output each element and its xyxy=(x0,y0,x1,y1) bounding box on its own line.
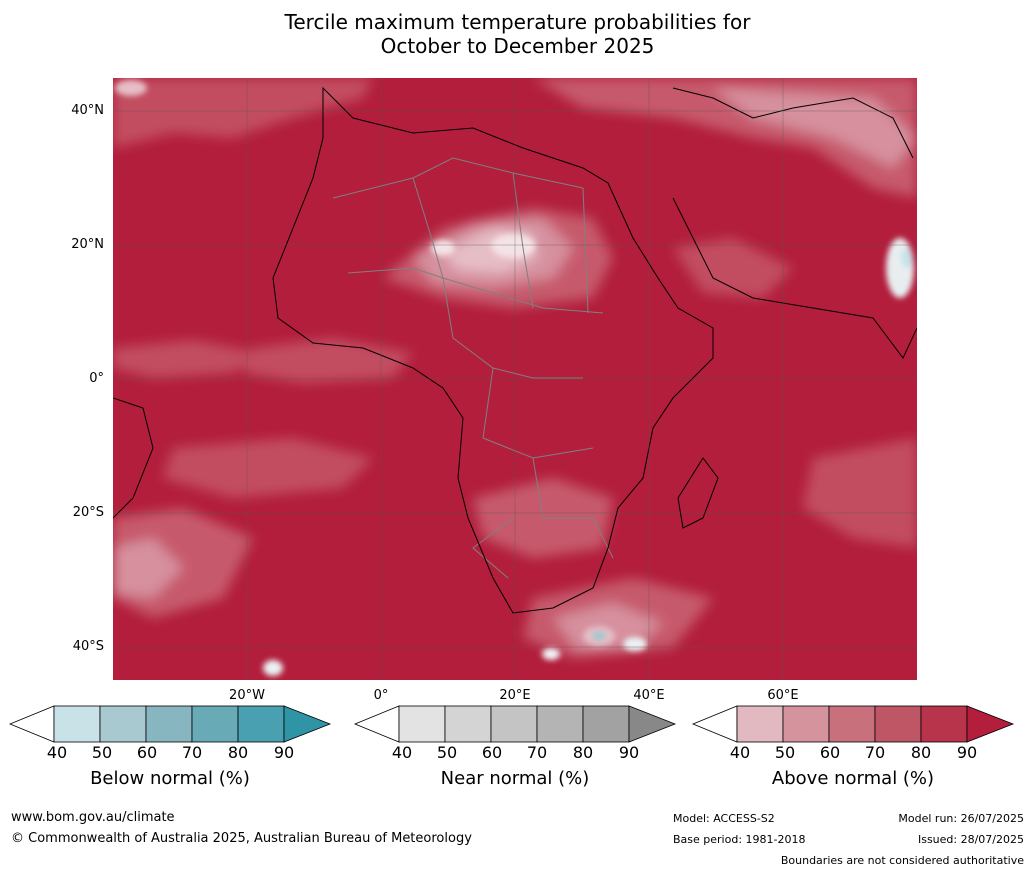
colorbar-bin xyxy=(398,705,446,743)
chart-title-line-2: October to December 2025 xyxy=(380,34,655,58)
colorbar-bin xyxy=(536,705,584,743)
colorbar-below-label: Below normal (%) xyxy=(90,768,250,789)
colorbar-bin xyxy=(920,705,968,743)
cb-near-tick-90: 90 xyxy=(618,743,640,762)
colorbar-bin xyxy=(828,705,876,743)
lat-label-20s: 20°S xyxy=(72,505,104,520)
colorbar-near-normal xyxy=(353,705,677,743)
lon-label-0: 0° xyxy=(373,688,389,703)
probability-bands xyxy=(113,78,917,658)
colorbar-bin xyxy=(444,705,492,743)
lon-label-60e: 60°E xyxy=(767,688,799,703)
colorbar-bin xyxy=(582,705,630,743)
colorbar-upper-extension xyxy=(966,705,1015,743)
cb-near-tick-80: 80 xyxy=(572,743,594,762)
footer-model: Model: ACCESS-S2 xyxy=(673,812,775,825)
cb-below-tick-70: 70 xyxy=(181,743,203,762)
lon-label-20e: 20°E xyxy=(499,688,531,703)
cb-above-tick-90: 90 xyxy=(956,743,978,762)
chart-title-line-1: Tercile maximum temperature probabilitie… xyxy=(284,10,751,34)
cb-below-tick-40: 40 xyxy=(46,743,68,762)
cb-above-tick-80: 80 xyxy=(910,743,932,762)
footer-disclaimer: Boundaries are not considered authoritat… xyxy=(780,854,1024,867)
lon-label-40e: 40°E xyxy=(633,688,665,703)
coastlines xyxy=(113,86,917,614)
cb-above-tick-50: 50 xyxy=(774,743,796,762)
cb-below-tick-90: 90 xyxy=(273,743,295,762)
colorbar-bin xyxy=(53,705,101,743)
colorbar-upper-extension xyxy=(283,705,332,743)
cb-near-tick-60: 60 xyxy=(481,743,503,762)
footer-url: www.bom.gov.au/climate xyxy=(11,810,175,825)
colorbar-bin xyxy=(99,705,147,743)
colorbar-upper-extension xyxy=(628,705,677,743)
probability-map xyxy=(113,78,917,680)
footer-base-period: Base period: 1981-2018 xyxy=(673,833,806,846)
cb-near-tick-40: 40 xyxy=(391,743,413,762)
colorbar-bin xyxy=(145,705,193,743)
cb-above-tick-40: 40 xyxy=(729,743,751,762)
probability-patches xyxy=(115,80,914,676)
lat-label-20n: 20°N xyxy=(71,237,104,252)
lat-label-40s: 40°S xyxy=(72,639,104,654)
colorbar-bin xyxy=(874,705,922,743)
footer-copyright: © Commonwealth of Australia 2025, Austra… xyxy=(11,831,472,846)
colorbar-above-normal xyxy=(691,705,1015,743)
lon-label-20w: 20°W xyxy=(229,688,265,703)
lat-label-equator: 0° xyxy=(89,371,104,386)
colorbar-below-normal xyxy=(8,705,332,743)
lat-label-40n: 40°N xyxy=(71,103,104,118)
colorbar-bin xyxy=(237,705,285,743)
footer-model-run: Model run: 26/07/2025 xyxy=(898,812,1024,825)
cb-above-tick-70: 70 xyxy=(864,743,886,762)
colorbar-bin xyxy=(191,705,239,743)
map-background xyxy=(113,78,917,680)
graticule xyxy=(113,78,917,680)
cb-below-tick-80: 80 xyxy=(227,743,249,762)
cb-below-tick-50: 50 xyxy=(91,743,113,762)
cb-near-tick-50: 50 xyxy=(436,743,458,762)
country-borders xyxy=(332,157,614,579)
colorbar-bin xyxy=(736,705,784,743)
colorbar-lower-extension xyxy=(8,705,55,743)
cb-below-tick-60: 60 xyxy=(136,743,158,762)
colorbar-bin xyxy=(782,705,830,743)
colorbar-bin xyxy=(490,705,538,743)
colorbar-above-label: Above normal (%) xyxy=(771,768,935,789)
cb-near-tick-70: 70 xyxy=(526,743,548,762)
cb-above-tick-60: 60 xyxy=(819,743,841,762)
footer-issued: Issued: 28/07/2025 xyxy=(917,833,1024,846)
colorbar-lower-extension xyxy=(691,705,738,743)
colorbar-lower-extension xyxy=(353,705,400,743)
colorbar-near-label: Near normal (%) xyxy=(440,768,590,789)
